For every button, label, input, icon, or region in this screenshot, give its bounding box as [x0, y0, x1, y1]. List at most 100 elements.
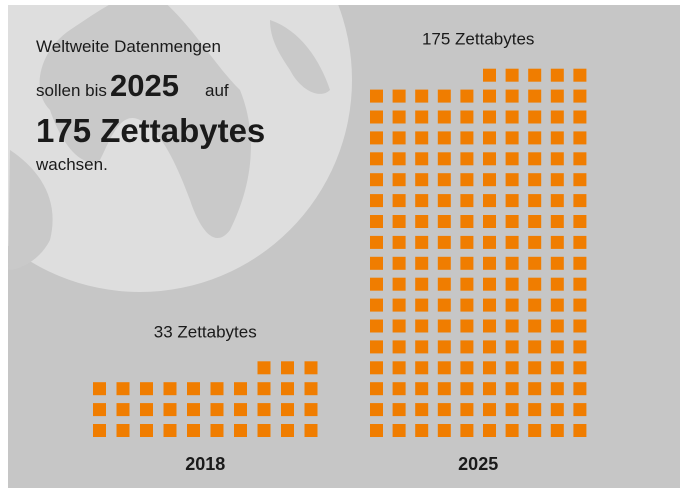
unit-square — [437, 256, 451, 270]
unit-square — [370, 361, 383, 375]
continent — [8, 150, 53, 270]
unit-square — [550, 340, 564, 354]
unit-square — [437, 319, 451, 333]
unit-square — [234, 424, 247, 437]
unit-square — [370, 110, 383, 124]
unit-square — [505, 403, 519, 417]
unit-square — [370, 319, 383, 333]
unit-square — [370, 215, 383, 228]
unit-square — [483, 235, 496, 249]
unit-square — [550, 131, 564, 145]
unit-square — [460, 319, 474, 333]
unit-square — [392, 173, 406, 187]
unit-square — [483, 194, 496, 208]
unit-square — [257, 382, 271, 396]
unit-square — [573, 89, 587, 103]
unit-square — [528, 277, 542, 291]
unit-square — [483, 173, 496, 187]
unit-square — [483, 131, 496, 145]
unit-square — [483, 256, 496, 270]
unit-square — [550, 173, 564, 187]
unit-square — [187, 382, 200, 396]
unit-square — [392, 403, 406, 417]
annotation: sollen bis — [36, 81, 107, 100]
unit-square — [550, 403, 564, 417]
unit-square — [460, 361, 474, 375]
unit-square — [415, 298, 429, 312]
unit-square — [483, 382, 496, 396]
unit-square — [140, 382, 153, 396]
unit-square — [528, 382, 542, 396]
unit-square — [370, 152, 383, 166]
unit-square — [370, 235, 383, 249]
unit-square — [573, 235, 587, 249]
unit-square — [528, 424, 542, 437]
unit-square — [370, 424, 383, 437]
unit-square — [370, 403, 383, 417]
unit-square — [550, 319, 564, 333]
unit-square — [460, 235, 474, 249]
unit-square — [460, 340, 474, 354]
unit-square — [392, 152, 406, 166]
unit-square — [483, 277, 496, 291]
unit-square — [483, 319, 496, 333]
unit-square — [483, 215, 496, 228]
unit-square — [304, 424, 318, 437]
unit-square — [528, 298, 542, 312]
unit-square — [437, 382, 451, 396]
unit-square — [460, 298, 474, 312]
unit-square — [415, 256, 429, 270]
unit-square — [116, 424, 130, 437]
unit-square — [573, 152, 587, 166]
unit-square — [573, 110, 587, 124]
unit-square — [437, 131, 451, 145]
unit-square — [437, 215, 451, 228]
unit-square — [460, 382, 474, 396]
unit-square — [370, 298, 383, 312]
unit-square — [163, 424, 177, 437]
unit-square — [415, 89, 429, 103]
unit-square — [163, 382, 177, 396]
category-label: 2025 — [458, 454, 498, 474]
unit-square — [483, 89, 496, 103]
unit-square — [505, 215, 519, 228]
unit-square — [460, 173, 474, 187]
unit-square — [528, 256, 542, 270]
unit-square — [257, 361, 271, 375]
unit-square — [483, 340, 496, 354]
unit-square — [550, 424, 564, 437]
unit-square — [93, 424, 106, 437]
unit-square — [505, 319, 519, 333]
unit-square — [505, 173, 519, 187]
unit-square — [437, 298, 451, 312]
unit-square — [392, 424, 406, 437]
unit-square — [460, 424, 474, 437]
unit-square — [370, 340, 383, 354]
unit-square — [573, 403, 587, 417]
unit-square — [93, 382, 106, 396]
unit-square — [234, 403, 247, 417]
unit-square — [550, 298, 564, 312]
unit-square — [460, 194, 474, 208]
unit-square — [573, 382, 587, 396]
unit-square — [505, 277, 519, 291]
unit-square — [370, 277, 383, 291]
unit-square — [483, 424, 496, 437]
unit-square — [415, 131, 429, 145]
unit-square — [415, 215, 429, 228]
unit-square — [392, 194, 406, 208]
unit-square — [437, 403, 451, 417]
unit-square — [370, 382, 383, 396]
unit-square — [257, 424, 271, 437]
annotation: wachsen. — [35, 155, 108, 174]
unit-square — [415, 110, 429, 124]
unit-square — [550, 68, 564, 82]
unit-square — [392, 298, 406, 312]
unit-square — [415, 194, 429, 208]
unit-square — [304, 403, 318, 417]
unit-square — [528, 215, 542, 228]
unit-square — [460, 403, 474, 417]
unit-square — [304, 361, 318, 375]
